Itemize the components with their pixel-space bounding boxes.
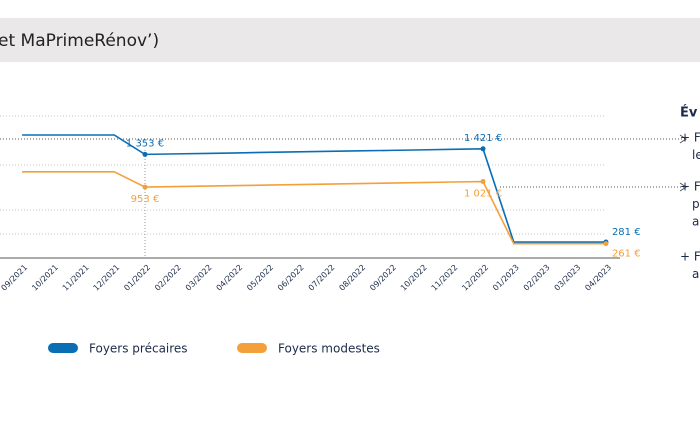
value-label: 1 421 € — [464, 133, 502, 144]
x-tick-label: 05/2022 — [245, 263, 275, 293]
value-label: 1 021 € — [464, 189, 502, 200]
arrow-head — [679, 134, 687, 144]
value-label: 1 353 € — [126, 138, 164, 149]
x-tick-label: 03/2022 — [184, 263, 214, 293]
point — [480, 179, 486, 185]
x-tick-label: 04/2023 — [583, 263, 613, 293]
x-tick-label: 06/2022 — [276, 263, 306, 293]
legend: Foyers précaires Foyers modestes — [48, 342, 380, 356]
point — [142, 184, 148, 190]
header-title: et MaPrimeRénov’) — [0, 31, 159, 51]
x-tick-label: 11/2021 — [61, 263, 91, 293]
sidebar-text: + F — [680, 250, 700, 264]
point — [480, 146, 486, 152]
x-tick-label: 12/2021 — [92, 263, 122, 293]
legend-swatch — [48, 343, 78, 353]
sidebar-heading: Év — [680, 105, 698, 121]
x-tick-label: 07/2022 — [307, 263, 337, 293]
x-tick-label: 04/2022 — [215, 263, 245, 293]
x-tick-label: 09/2021 — [0, 263, 29, 293]
value-label: 953 € — [131, 194, 160, 205]
series-line — [22, 170, 606, 245]
sidebar-text: a — [692, 267, 699, 281]
x-tick-label: 03/2023 — [553, 263, 583, 293]
grid — [0, 115, 606, 235]
sidebar-text: a — [692, 215, 699, 229]
x-tick-label: 10/2021 — [30, 263, 60, 293]
x-tick-label: 11/2022 — [430, 263, 460, 293]
value-label: 261 € — [612, 249, 641, 260]
x-tick-label: 12/2022 — [460, 263, 490, 293]
x-tick-label: 02/2023 — [522, 263, 552, 293]
sidebar-text: + F — [680, 131, 700, 145]
x-tick-label: 10/2022 — [399, 263, 429, 293]
point — [142, 151, 148, 157]
sidebar-text: + F — [680, 180, 700, 194]
x-tick-label: 01/2022 — [122, 263, 152, 293]
legend-label: Foyers modestes — [278, 342, 380, 356]
x-tick-label: 02/2022 — [153, 263, 183, 293]
legend-swatch — [237, 343, 267, 353]
sidebar-text: le — [692, 148, 700, 162]
legend-label: Foyers précaires — [89, 342, 188, 356]
value-label: 281 € — [612, 227, 641, 238]
sidebar-text: p — [692, 197, 700, 211]
point — [603, 241, 609, 247]
arrow-head — [679, 182, 687, 192]
x-tick-label: 09/2022 — [368, 263, 398, 293]
header-band — [0, 18, 700, 62]
series-line — [22, 134, 606, 243]
x-tick-label: 08/2022 — [337, 263, 367, 293]
sidebar: + Fle+ Fpa+ Fa — [680, 131, 700, 282]
x-tick-label: 01/2023 — [491, 263, 521, 293]
